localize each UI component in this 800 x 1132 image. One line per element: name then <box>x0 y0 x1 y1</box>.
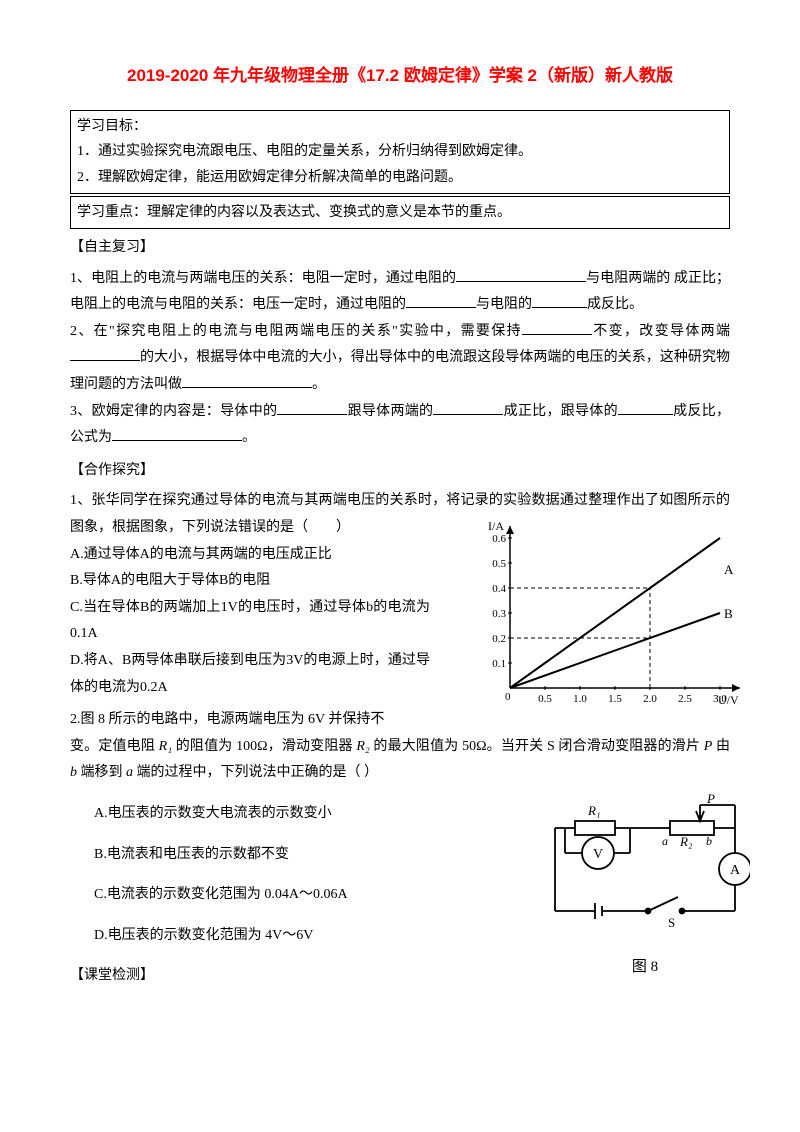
self-review-p3: 3、欧姆定律的内容是：导体中的跟导体两端的成正比，跟导体的成反比，公式为。 <box>70 399 730 452</box>
learning-goals-box: 学习目标： 1．通过实验探究电流跟电压、电阻的定量关系，分析归纳得到欧姆定律。 … <box>70 110 730 194</box>
y-axis-label: I/A <box>488 519 504 533</box>
blank <box>406 294 476 308</box>
q1-option-b: B.导体A的电阻大于导体B的电阻 <box>70 568 430 595</box>
line-a-label: A <box>724 562 734 577</box>
q2-stem: 2.图 8 所示的电路中，电源两端电压为 6V 并保持不 变。定值电阻 R₁ 的… <box>70 707 730 787</box>
ammeter-label: A <box>730 863 741 878</box>
self-review-p1: 1、电阻上的电流与两端电压的关系：电阻一定时，通过电阻的与电阻两端的 成正比；电… <box>70 266 730 319</box>
line-b-label: B <box>724 606 733 621</box>
a-point: a <box>662 834 668 848</box>
p2a: 2、在"探究电阻上的电流与电阻两端电压的关系"实验中，需要保持 <box>70 324 522 339</box>
r2-label: R₂ <box>679 834 693 849</box>
svg-text:2.5: 2.5 <box>678 693 692 705</box>
blank <box>182 374 312 388</box>
switch-label: S <box>668 915 675 930</box>
p3a: 3、欧姆定律的内容是：导体中的 <box>70 404 277 419</box>
q2e: 端移到 <box>77 765 126 780</box>
q1-option-a: A.通过导体A的电流与其两端的电压成正比 <box>70 542 430 569</box>
page-title: 2019-2020 年九年级物理全册《17.2 欧姆定律》学案 2（新版）新人教… <box>70 60 730 92</box>
svg-text:0.3: 0.3 <box>492 608 506 620</box>
q2b: 的阻值为 100Ω，滑动变阻器 <box>172 739 356 754</box>
y-ticks: 0.1 0.2 0.3 0.4 0.5 0.6 <box>492 533 506 670</box>
p3c: 成正比，跟导体的 <box>503 404 618 419</box>
svg-text:0.1: 0.1 <box>492 658 506 670</box>
line-b <box>510 613 720 688</box>
x-ticks: 0.5 1.0 1.5 2.0 2.5 3.0 <box>538 693 727 705</box>
q2-stem-1: 2.图 8 所示的电路中，电源两端电压为 6V 并保持不 <box>70 712 384 727</box>
q2f: 端的过程中，下列说法中正确的是（ ） <box>133 765 378 780</box>
question-1: 1、张华同学在探究通过导体的电流与其两端电压的关系时，将记录的实验数据通过整理作… <box>70 488 730 701</box>
svg-text:3.0: 3.0 <box>713 693 727 705</box>
svg-text:0.5: 0.5 <box>492 558 506 570</box>
circuit-diagram: R₁ R₂ a b P V A S 图 8 <box>540 793 750 963</box>
r1: R₁ <box>159 739 172 754</box>
q1-option-d: D.将A、B两导体串联后接到电压为3V的电源上时，通过导体的电流为0.2A <box>70 648 430 701</box>
svg-text:1.0: 1.0 <box>573 693 587 705</box>
line-a <box>510 538 720 688</box>
p2c: 的大小，根据导体中电流的大小，得出导体中的电流跟这段导体两端的电压的关系，这种研… <box>70 350 730 392</box>
focus-text: 学习重点：理解定律的内容以及表达式、变换式的意义是本节的重点。 <box>77 200 723 225</box>
svg-text:0.2: 0.2 <box>492 633 506 645</box>
p1b: 与电阻两端的 <box>586 271 670 286</box>
coop-label: 【合作探究】 <box>70 458 730 485</box>
blank <box>112 427 242 441</box>
goal-2: 2．理解欧姆定律，能运用欧姆定律分析解决简单的电路问题。 <box>77 165 723 190</box>
self-review-label: 【自主复习】 <box>70 235 730 262</box>
p1e: 成反比。 <box>587 297 643 312</box>
voltmeter-label: V <box>593 847 603 862</box>
q1-option-c: C.当在导体B的两端加上1V的电压时，通过导体b的电流为0.1A <box>70 595 430 648</box>
bvar: b <box>70 765 77 780</box>
p2b: 不变，改变导体两端 <box>592 324 730 339</box>
q2c: 的最大阻值为 50Ω。当开关 S 闭合滑动变阻器的滑片 <box>370 739 704 754</box>
r1-label: R₁ <box>587 803 600 818</box>
self-review-p2: 2、在"探究电阻上的电流与电阻两端电压的关系"实验中，需要保持 不变，改变导体两端… <box>70 319 730 399</box>
svg-text:0.6: 0.6 <box>492 533 506 545</box>
svg-text:2.0: 2.0 <box>643 693 657 705</box>
p-label: P <box>706 793 715 806</box>
p2d: 。 <box>312 377 326 392</box>
blank <box>277 401 347 415</box>
svg-text:0: 0 <box>505 691 511 703</box>
p1a: 1、电阻上的电流与两端电压的关系：电阻一定时，通过电阻的 <box>70 271 456 286</box>
q2a: 变。定值电阻 <box>70 739 159 754</box>
svg-text:1.5: 1.5 <box>608 693 622 705</box>
svg-text:0.4: 0.4 <box>492 583 506 595</box>
blank <box>456 268 586 282</box>
question-2: 2.图 8 所示的电路中，电源两端电压为 6V 并保持不 变。定值电阻 R₁ 的… <box>70 707 730 949</box>
r2: R₂ <box>356 739 369 754</box>
blank <box>70 347 140 361</box>
blank <box>618 401 673 415</box>
avar: a <box>126 765 133 780</box>
learning-focus-box: 学习重点：理解定律的内容以及表达式、变换式的意义是本节的重点。 <box>70 196 730 229</box>
q2d: 由 <box>712 739 730 754</box>
iv-graph: I/A U/V 0 0.1 0.2 0.3 0.4 0.5 0.6 0.5 1.… <box>470 518 750 708</box>
blank <box>433 401 503 415</box>
blank <box>532 294 587 308</box>
blank <box>522 321 592 335</box>
goal-label: 学习目标： <box>77 114 723 139</box>
goal-1: 1．通过实验探究电流跟电压、电阻的定量关系，分析归纳得到欧姆定律。 <box>77 139 723 164</box>
svg-text:0.5: 0.5 <box>538 693 552 705</box>
b-point: b <box>706 834 712 848</box>
p3e: 。 <box>242 430 256 445</box>
p1d: 与电阻的 <box>476 297 532 312</box>
figure-8-caption: 图 8 <box>540 953 750 982</box>
p3b: 跟导体两端的 <box>347 404 433 419</box>
